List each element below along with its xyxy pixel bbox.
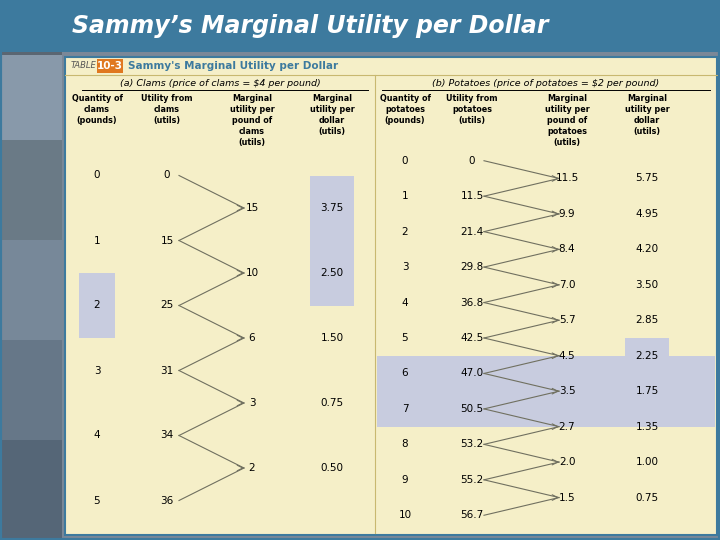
FancyBboxPatch shape bbox=[377, 356, 715, 391]
Text: Sammy’s Marginal Utility per Dollar: Sammy’s Marginal Utility per Dollar bbox=[72, 14, 549, 38]
Text: 3.75: 3.75 bbox=[320, 203, 343, 213]
Text: 1.50: 1.50 bbox=[320, 333, 343, 343]
Text: 21.4: 21.4 bbox=[460, 227, 484, 237]
Text: 0: 0 bbox=[94, 171, 100, 180]
Text: 2: 2 bbox=[248, 463, 256, 473]
Text: 4.5: 4.5 bbox=[559, 350, 575, 361]
Text: 36: 36 bbox=[161, 496, 174, 505]
Text: 55.2: 55.2 bbox=[460, 475, 484, 485]
Text: 56.7: 56.7 bbox=[460, 510, 484, 520]
Text: 7.0: 7.0 bbox=[559, 280, 575, 290]
Text: 1: 1 bbox=[94, 235, 100, 246]
Text: 34: 34 bbox=[161, 430, 174, 441]
Text: 1.35: 1.35 bbox=[635, 422, 659, 431]
Text: 50.5: 50.5 bbox=[460, 404, 484, 414]
FancyBboxPatch shape bbox=[310, 240, 354, 306]
Text: Utility from
potatoes
(utils): Utility from potatoes (utils) bbox=[446, 94, 498, 125]
Text: (b) Potatoes (price of potatoes = $2 per pound): (b) Potatoes (price of potatoes = $2 per… bbox=[433, 78, 660, 87]
Text: (a) Clams (price of clams = $4 per pound): (a) Clams (price of clams = $4 per pound… bbox=[120, 78, 320, 87]
FancyBboxPatch shape bbox=[387, 356, 423, 391]
Text: 15: 15 bbox=[246, 203, 258, 213]
Text: 2: 2 bbox=[402, 227, 408, 237]
Text: 42.5: 42.5 bbox=[460, 333, 484, 343]
Text: Sammy's Marginal Utility per Dollar: Sammy's Marginal Utility per Dollar bbox=[128, 61, 338, 71]
FancyBboxPatch shape bbox=[0, 52, 62, 540]
Text: 0.75: 0.75 bbox=[320, 398, 343, 408]
Text: 3: 3 bbox=[402, 262, 408, 272]
Text: 53.2: 53.2 bbox=[460, 440, 484, 449]
Text: 1.5: 1.5 bbox=[559, 492, 575, 503]
FancyBboxPatch shape bbox=[0, 140, 62, 240]
Text: Quantity of
clams
(pounds): Quantity of clams (pounds) bbox=[71, 94, 122, 125]
Text: Marginal
utility per
pound of
potatoes
(utils): Marginal utility per pound of potatoes (… bbox=[544, 94, 590, 147]
Text: 29.8: 29.8 bbox=[460, 262, 484, 272]
Text: 8: 8 bbox=[402, 440, 408, 449]
Text: 5: 5 bbox=[402, 333, 408, 343]
Text: 11.5: 11.5 bbox=[555, 173, 579, 184]
Text: 2.85: 2.85 bbox=[635, 315, 659, 325]
Text: 1: 1 bbox=[402, 191, 408, 201]
Text: 11.5: 11.5 bbox=[460, 191, 484, 201]
FancyBboxPatch shape bbox=[0, 340, 62, 440]
FancyBboxPatch shape bbox=[0, 240, 62, 340]
Text: 3.50: 3.50 bbox=[636, 280, 659, 290]
FancyBboxPatch shape bbox=[0, 440, 62, 540]
Text: 8.4: 8.4 bbox=[559, 245, 575, 254]
Text: 2.50: 2.50 bbox=[320, 268, 343, 278]
Text: 10: 10 bbox=[246, 268, 258, 278]
Text: Marginal
utility per
pound of
clams
(utils): Marginal utility per pound of clams (uti… bbox=[230, 94, 274, 147]
Text: 10: 10 bbox=[398, 510, 412, 520]
Text: 4: 4 bbox=[94, 430, 100, 441]
Text: 25: 25 bbox=[161, 300, 174, 310]
Text: 0: 0 bbox=[163, 171, 170, 180]
FancyBboxPatch shape bbox=[0, 52, 62, 540]
Text: 0: 0 bbox=[402, 156, 408, 166]
FancyBboxPatch shape bbox=[0, 0, 720, 52]
Text: Quantity of
potatoes
(pounds): Quantity of potatoes (pounds) bbox=[379, 94, 431, 125]
Text: 0.75: 0.75 bbox=[636, 492, 659, 503]
FancyBboxPatch shape bbox=[65, 57, 717, 535]
Text: 6: 6 bbox=[248, 333, 256, 343]
Text: Utility from
clams
(utils): Utility from clams (utils) bbox=[141, 94, 193, 125]
Text: TABLE: TABLE bbox=[71, 62, 96, 71]
Text: 5.7: 5.7 bbox=[559, 315, 575, 325]
FancyBboxPatch shape bbox=[79, 273, 115, 338]
FancyBboxPatch shape bbox=[625, 374, 669, 409]
Text: 2: 2 bbox=[94, 300, 100, 310]
Text: 10-3: 10-3 bbox=[97, 61, 123, 71]
Text: 9: 9 bbox=[402, 475, 408, 485]
Text: 3: 3 bbox=[248, 398, 256, 408]
Text: Marginal
utility per
dollar
(utils): Marginal utility per dollar (utils) bbox=[625, 94, 670, 136]
Text: 4.95: 4.95 bbox=[635, 209, 659, 219]
Text: 9.9: 9.9 bbox=[559, 209, 575, 219]
Text: 4.20: 4.20 bbox=[636, 245, 659, 254]
Text: 1.00: 1.00 bbox=[636, 457, 659, 467]
FancyBboxPatch shape bbox=[0, 55, 62, 140]
Text: 5: 5 bbox=[94, 496, 100, 505]
Text: Marginal
utility per
dollar
(utils): Marginal utility per dollar (utils) bbox=[310, 94, 354, 136]
Text: 7: 7 bbox=[402, 404, 408, 414]
FancyBboxPatch shape bbox=[625, 338, 669, 374]
Text: 5.75: 5.75 bbox=[635, 173, 659, 184]
Text: 36.8: 36.8 bbox=[460, 298, 484, 308]
Text: 0: 0 bbox=[469, 156, 475, 166]
FancyBboxPatch shape bbox=[310, 176, 354, 240]
FancyBboxPatch shape bbox=[97, 59, 123, 73]
Text: 2.0: 2.0 bbox=[559, 457, 575, 467]
Text: 2.7: 2.7 bbox=[559, 422, 575, 431]
Text: 47.0: 47.0 bbox=[460, 368, 484, 379]
Text: 2.25: 2.25 bbox=[635, 350, 659, 361]
Text: 15: 15 bbox=[161, 235, 174, 246]
Text: 6: 6 bbox=[402, 368, 408, 379]
Text: 31: 31 bbox=[161, 366, 174, 375]
Text: 1.75: 1.75 bbox=[635, 386, 659, 396]
Text: 3: 3 bbox=[94, 366, 100, 375]
Text: 4: 4 bbox=[402, 298, 408, 308]
Text: 0.50: 0.50 bbox=[320, 463, 343, 473]
FancyBboxPatch shape bbox=[377, 391, 715, 427]
Text: 3.5: 3.5 bbox=[559, 386, 575, 396]
